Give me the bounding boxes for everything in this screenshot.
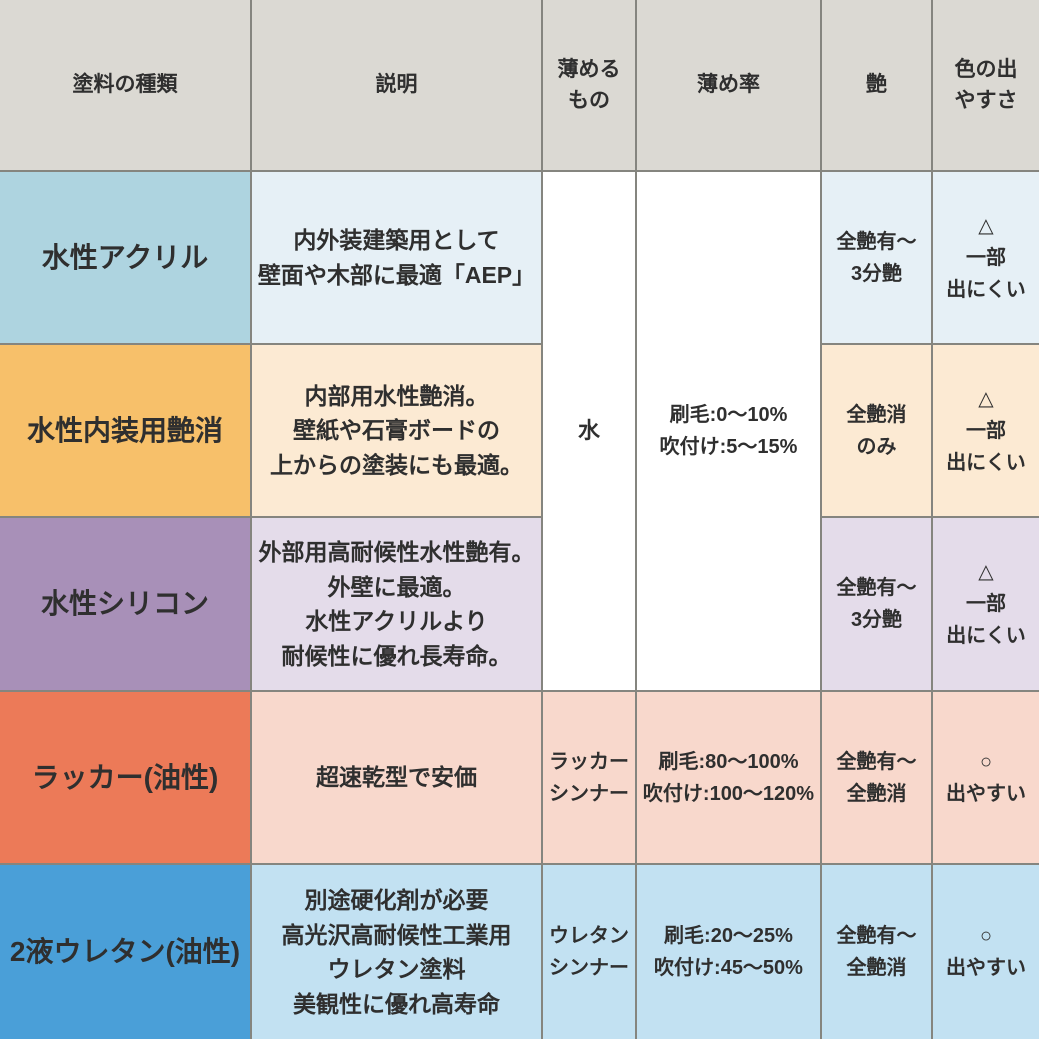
row5-color-ease-cell: ○ 出やすい bbox=[933, 865, 1039, 1039]
header-description: 説明 bbox=[252, 0, 543, 172]
header-color-ease: 色の出 やすさ bbox=[933, 0, 1039, 172]
row2-description-cell: 内部用水性艶消。 壁紙や石膏ボードの 上からの塗装にも最適。 bbox=[252, 345, 543, 518]
header-gloss: 艶 bbox=[822, 0, 933, 172]
row3-description-cell: 外部用高耐候性水性艶有。 外壁に最適。 水性アクリルより 耐候性に優れ長寿命。 bbox=[252, 518, 543, 692]
row2-gloss-cell: 全艶消 のみ bbox=[822, 345, 933, 518]
row2-color-ease-cell: △ 一部 出にくい bbox=[933, 345, 1039, 518]
row4-ratio-cell: 刷毛:80〜100% 吹付け:100〜120% bbox=[637, 692, 822, 865]
row5-ratio-cell: 刷毛:20〜25% 吹付け:45〜50% bbox=[637, 865, 822, 1039]
row1-type-cell: 水性アクリル bbox=[0, 172, 252, 345]
header-thinner: 薄める もの bbox=[543, 0, 637, 172]
row1-description-cell: 内外装建築用として 壁面や木部に最適「AEP」 bbox=[252, 172, 543, 345]
row4-color-ease-cell: ○ 出やすい bbox=[933, 692, 1039, 865]
row3-color-ease-cell: △ 一部 出にくい bbox=[933, 518, 1039, 692]
row5-description-cell: 別途硬化剤が必要 高光沢高耐候性工業用 ウレタン塗料 美観性に優れ高寿命 bbox=[252, 865, 543, 1039]
row1-color-ease-cell: △ 一部 出にくい bbox=[933, 172, 1039, 345]
row5-thinner-cell: ウレタン シンナー bbox=[543, 865, 637, 1039]
row4-description-cell: 超速乾型で安価 bbox=[252, 692, 543, 865]
merged-thinner-water-cell: 水 bbox=[543, 172, 637, 692]
row4-type-cell: ラッカー(油性) bbox=[0, 692, 252, 865]
row2-type-cell: 水性内装用艶消 bbox=[0, 345, 252, 518]
row4-gloss-cell: 全艶有〜 全艶消 bbox=[822, 692, 933, 865]
header-ratio: 薄め率 bbox=[637, 0, 822, 172]
row3-type-cell: 水性シリコン bbox=[0, 518, 252, 692]
header-paint-type: 塗料の種類 bbox=[0, 0, 252, 172]
row1-gloss-cell: 全艶有〜 3分艶 bbox=[822, 172, 933, 345]
row5-gloss-cell: 全艶有〜 全艶消 bbox=[822, 865, 933, 1039]
merged-ratio-water-cell: 刷毛:0〜10% 吹付け:5〜15% bbox=[637, 172, 822, 692]
row4-thinner-cell: ラッカー シンナー bbox=[543, 692, 637, 865]
row5-type-cell: 2液ウレタン(油性) bbox=[0, 865, 252, 1039]
row3-gloss-cell: 全艶有〜 3分艶 bbox=[822, 518, 933, 692]
